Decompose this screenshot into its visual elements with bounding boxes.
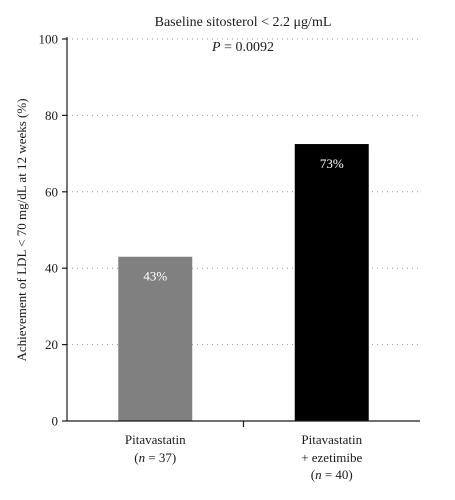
x-category-sublabel: (n = 40) <box>311 467 353 482</box>
chart-title: Baseline sitosterol < 2.2 μg/mL <box>155 15 332 30</box>
p-value-annotation: P = 0.0092 <box>211 40 274 55</box>
x-category-sublabel: + ezetimibe <box>301 450 362 465</box>
bar-data-label: 43% <box>143 269 167 284</box>
y-tick-label: 20 <box>45 337 58 352</box>
x-category-sublabel: (n = 37) <box>134 450 176 465</box>
y-axis-label: Achievement of LDL < 70 mg/dL at 12 week… <box>14 98 29 361</box>
y-tick-label: 0 <box>52 414 59 429</box>
bar <box>294 144 369 422</box>
y-tick-label: 60 <box>45 184 58 199</box>
bar-data-label: 73% <box>320 156 344 171</box>
bar <box>118 256 193 421</box>
axis-layer <box>62 37 420 427</box>
bar-layer <box>118 144 369 422</box>
y-tick-label: 40 <box>45 261 58 276</box>
label-layer: 0 20 40 60 80 100 43% Pitavastatin (n = 37) 73% Pi… <box>14 15 363 482</box>
y-tick-label: 80 <box>45 108 58 123</box>
x-category-label: Pitavastatin <box>125 432 186 447</box>
y-tick-label: 100 <box>39 32 59 47</box>
x-category-label: Pitavastatin <box>301 432 362 447</box>
